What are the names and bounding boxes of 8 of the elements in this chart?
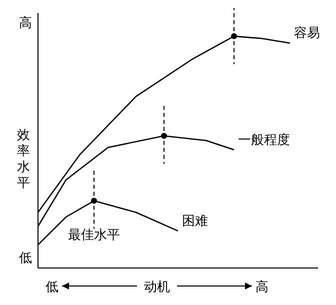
y-axis-title: 效率水平 (17, 128, 30, 192)
series-label: 困难 (182, 214, 208, 229)
text: 高 (19, 15, 32, 31)
series-label: 容易 (294, 25, 320, 42)
x-axis-title: 动机 (144, 280, 170, 295)
text: 低 (19, 251, 32, 266)
annotation: 最佳水平 (68, 228, 120, 243)
series-label: 一般程度 (238, 132, 290, 148)
